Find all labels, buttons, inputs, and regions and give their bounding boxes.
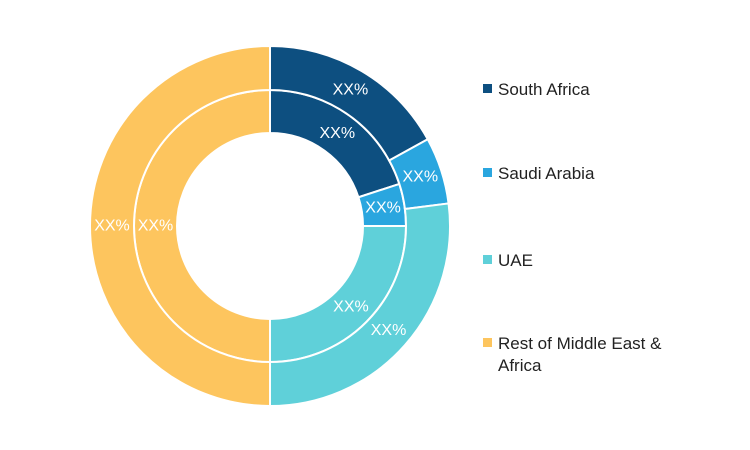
legend-swatch-saudi-arabia — [483, 168, 492, 177]
legend-swatch-rest-of-mea — [483, 338, 492, 347]
outer-slice-rest-of-mea — [89, 44, 271, 408]
legend: South Africa Saudi Arabia UAE Rest of Mi… — [483, 0, 743, 450]
inner-label-uae: XX% — [333, 298, 369, 315]
legend-label-uae: UAE — [498, 251, 533, 270]
inner-label-saudi-arabia: XX% — [365, 200, 401, 217]
outer-label-uae: XX% — [371, 322, 407, 339]
legend-swatch-uae — [483, 255, 492, 264]
legend-item-rest-of-mea: Rest of Middle East & Africa — [483, 333, 668, 377]
inner-label-south-africa: XX% — [320, 125, 356, 142]
legend-item-uae: UAE — [483, 250, 533, 272]
inner-label-rest-of-mea: XX% — [138, 218, 174, 235]
outer-label-saudi-arabia: XX% — [402, 169, 438, 186]
outer-label-south-africa: XX% — [333, 82, 369, 99]
legend-item-south-africa: South Africa — [483, 79, 590, 101]
legend-swatch-south-africa — [483, 84, 492, 93]
legend-item-saudi-arabia: Saudi Arabia — [483, 163, 594, 185]
legend-label-rest-of-mea: Rest of Middle East & Africa — [498, 334, 662, 375]
legend-label-saudi-arabia: Saudi Arabia — [498, 164, 595, 183]
legend-label-south-africa: South Africa — [498, 80, 590, 99]
donut-chart: XX%XX%XX%XX%XX%XX%XX%XX% — [89, 44, 451, 408]
outer-label-rest-of-mea: XX% — [94, 218, 130, 235]
